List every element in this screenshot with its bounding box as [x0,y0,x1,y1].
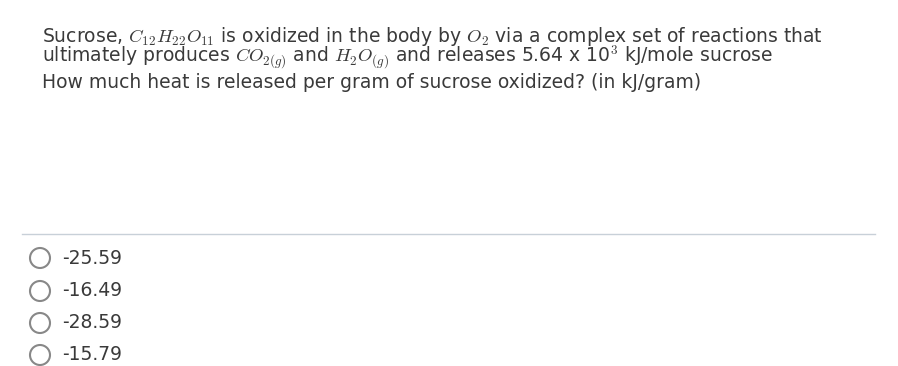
Text: -15.79: -15.79 [62,346,122,365]
Text: How much heat is released per gram of sucrose oxidized? (in kJ/gram): How much heat is released per gram of su… [42,73,701,92]
Text: -25.59: -25.59 [62,249,122,268]
FancyBboxPatch shape [22,8,875,234]
Text: Sucrose, $C_{12}H_{22}O_{11}$ is oxidized in the body by $O_2$ via a complex set: Sucrose, $C_{12}H_{22}O_{11}$ is oxidize… [42,25,823,48]
Text: ultimately produces $CO_{2(g)}$ and $H_2O_{(g)}$ and releases 5.64 x 10$^3$ kJ/m: ultimately produces $CO_{2(g)}$ and $H_2… [42,43,773,70]
Text: -16.49: -16.49 [62,281,122,300]
Text: -28.59: -28.59 [62,314,122,332]
